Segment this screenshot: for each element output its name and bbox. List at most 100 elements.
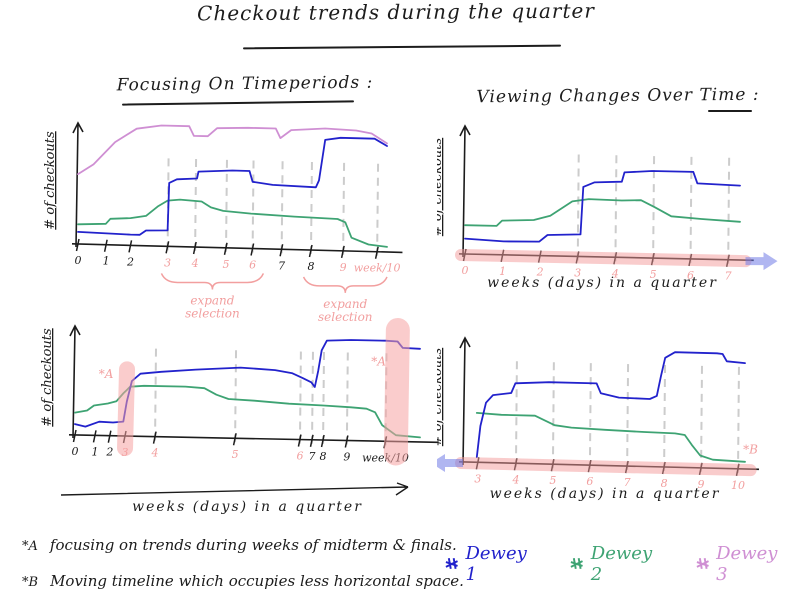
legend-label: Dewey 2 <box>590 543 653 585</box>
x-axis-label: weeks (days) in a quarter <box>132 499 363 515</box>
gridline <box>700 361 704 472</box>
gridline <box>234 346 238 443</box>
axis-highlight-band <box>455 457 757 477</box>
tick-label: 3 <box>474 472 481 485</box>
tick-mark <box>92 430 97 443</box>
legend-label: Dewey 1 <box>465 543 527 585</box>
tick-label: 0 <box>462 264 469 277</box>
y-axis-label: # of checkouts <box>437 347 445 446</box>
tick-mark <box>279 244 284 257</box>
expand-selection-label: expand <box>190 293 234 307</box>
tick-label: 0 <box>72 445 79 458</box>
series-line-dewey-2 <box>74 384 421 439</box>
y-axis <box>459 124 471 258</box>
tick-label: 9 <box>340 261 347 274</box>
tick-label: 6 <box>249 259 256 272</box>
expand-selection-label: expand <box>323 297 367 311</box>
tick-label: 6 <box>586 475 593 488</box>
legend-swatch-scribble-icon <box>445 558 458 570</box>
footnote-a-text: focusing on trends during weeks of midte… <box>49 536 457 554</box>
expand-selection-label: selection <box>318 310 373 324</box>
gridline <box>298 347 302 444</box>
tick-mark <box>232 433 237 446</box>
tick-mark <box>128 240 133 253</box>
tick-label: 8 <box>320 450 327 463</box>
tick-mark <box>340 245 345 259</box>
legend-item-dewey-1: Dewey 1 <box>444 543 541 585</box>
tick-mark <box>297 434 302 447</box>
chart-svg-top-left: 0 1 2 3 4 5 6 7 8 9 week/10expandselectionexpandse… <box>43 121 403 324</box>
tick-mark <box>165 241 170 254</box>
gridline <box>309 158 313 255</box>
gridline <box>345 348 349 445</box>
legend-swatch-scribble-icon <box>696 558 709 570</box>
y-axis <box>69 324 81 439</box>
legend-item-dewey-2: Dewey 2 <box>569 543 666 585</box>
gridline <box>514 356 518 468</box>
tick-mark <box>192 241 197 255</box>
y-axis-label: # of checkouts <box>40 328 55 427</box>
series-line-dewey-1 <box>77 136 388 236</box>
right-header-underline <box>708 110 752 112</box>
tick-label: 7 <box>624 476 631 489</box>
tick-mark <box>75 238 80 252</box>
gridline <box>551 357 555 469</box>
y-axis-label: # of checkouts <box>43 131 58 230</box>
tick-label: 2 <box>105 446 113 459</box>
gridline <box>376 160 380 256</box>
tick-label: 9 <box>698 478 705 491</box>
gridline <box>576 151 580 261</box>
series-line-dewey-3 <box>77 124 388 175</box>
tick-label: 1 <box>499 265 506 278</box>
tick-label: 5 <box>549 474 556 487</box>
tick-mark <box>107 430 112 443</box>
tick-label: 4 <box>151 447 159 460</box>
gridline <box>154 344 158 441</box>
tick-label: 0 <box>75 254 82 267</box>
tick-label: 8 <box>307 260 314 273</box>
legend-swatch-scribble-icon <box>570 558 584 570</box>
tick-label: 6 <box>687 269 694 282</box>
page-title: Checkout trends during the quarter <box>197 0 595 26</box>
tick-label: 5 <box>223 258 230 271</box>
series-line-dewey-1 <box>475 351 746 459</box>
tick-label: 3 <box>164 256 171 269</box>
tick-label: 7 <box>278 259 285 272</box>
footnote-a-marker: *A <box>22 539 38 554</box>
tick-label: 4 <box>191 257 199 270</box>
y-axis <box>72 121 84 248</box>
tick-label: 4 <box>611 267 619 280</box>
tick-label: 2 <box>536 266 544 279</box>
x-axis-label: weeks (days) in a quarter <box>487 275 718 291</box>
tick-mark <box>223 242 228 255</box>
tick-label: week/10 <box>354 262 401 275</box>
tick-label: 5 <box>232 448 239 461</box>
tick-label: 9 <box>343 451 350 464</box>
gridline <box>727 155 731 264</box>
timeline-arrow-left <box>431 454 463 472</box>
tick-mark <box>152 431 157 444</box>
section-header-right: Viewing Changes Over Time : <box>476 84 760 108</box>
tick-label: 1 <box>92 445 99 458</box>
gridline <box>663 360 667 471</box>
footnote-mark: *A <box>371 354 386 368</box>
y-axis <box>459 336 471 466</box>
chart-focus-timeperiods-original: 0 1 2 3 4 5 6 7 8 9 week/10 expand selection expand se… <box>30 103 435 329</box>
x-axis-label: weeks (days) in a quarter <box>490 486 721 502</box>
gridline <box>689 154 693 263</box>
legend: Dewey 1 Dewey 2 Dewey 3 <box>444 543 792 585</box>
series-line-dewey-2 <box>475 412 746 463</box>
legend-item-dewey-3: Dewey 3 <box>695 543 792 585</box>
gridline <box>251 157 255 253</box>
gridline <box>614 152 618 262</box>
gridline <box>194 155 198 252</box>
tick-mark <box>374 246 379 259</box>
gridline <box>311 347 315 444</box>
series-line-dewey-2 <box>77 198 388 248</box>
gridline <box>737 362 740 473</box>
footnote-b: *B Moving timeline which occupies less ho… <box>22 572 464 590</box>
title-underline <box>242 44 562 50</box>
